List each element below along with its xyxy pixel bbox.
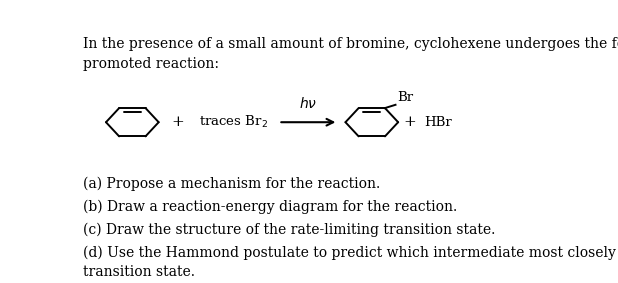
Text: (b) Draw a reaction-energy diagram for the reaction.: (b) Draw a reaction-energy diagram for t… [83, 200, 457, 214]
Text: +: + [171, 115, 184, 129]
Text: traces Br$_2$: traces Br$_2$ [200, 114, 268, 130]
Text: In the presence of a small amount of bromine, cyclohexene undergoes the followin: In the presence of a small amount of bro… [83, 37, 618, 71]
Text: Br: Br [397, 91, 413, 104]
Text: (d) Use the Hammond postulate to predict which intermediate most closely resembl: (d) Use the Hammond postulate to predict… [83, 245, 618, 279]
Text: HBr: HBr [425, 116, 452, 129]
Text: +: + [404, 115, 417, 129]
Text: (c) Draw the structure of the rate-limiting transition state.: (c) Draw the structure of the rate-limit… [83, 222, 496, 237]
Text: $h\nu$: $h\nu$ [300, 96, 318, 111]
Text: (a) Propose a mechanism for the reaction.: (a) Propose a mechanism for the reaction… [83, 177, 380, 191]
